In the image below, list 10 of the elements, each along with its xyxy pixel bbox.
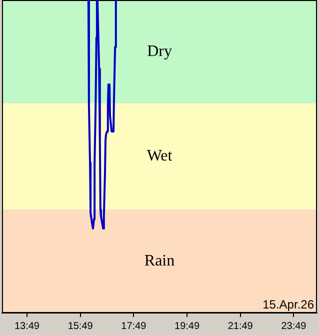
x-tick-label: 13:49 (14, 320, 40, 332)
x-tick-label: 19:49 (174, 320, 200, 332)
band-label: Wet (146, 148, 173, 165)
x-tick-label: 17:49 (121, 320, 147, 332)
x-tick-label: 23:49 (281, 320, 307, 332)
band-label: Rain (144, 252, 175, 270)
annotation: 15.Apr.26 (262, 297, 314, 312)
x-tick-label: 15:49 (68, 320, 94, 332)
x-tick-label: 21:49 (228, 320, 254, 332)
band-label: Dry (147, 42, 172, 60)
